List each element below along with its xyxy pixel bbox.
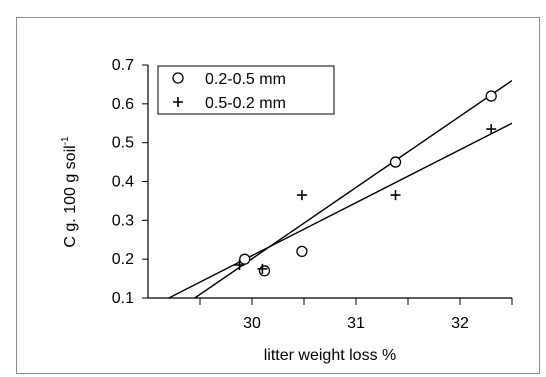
x-tick-label: 32 [451,315,469,332]
y-tick-label: 0.4 [112,174,134,191]
x-tick-label: 30 [243,315,261,332]
plus-point [486,124,497,135]
circle-point [389,156,402,168]
y-axis-label-main: C g. 100 g soil [62,145,79,247]
x-tick-label: 31 [347,315,365,332]
y-tick-label: 0.1 [112,290,134,307]
plus-point [296,190,307,201]
legend-label-series-1: 0.2-0.5 mm [205,71,286,88]
plus-point [390,190,401,201]
y-tick-label: 0.6 [112,96,134,113]
x-axis-label: litter weight loss % [264,347,397,364]
legend: 0.2-0.5 mm 0.5-0.2 mm [157,65,335,115]
legend-box [157,65,335,115]
data-points [234,90,497,277]
circle-point [258,265,271,277]
y-tick-label: 0.3 [112,212,134,229]
y-tick-label: 0.5 [112,135,134,152]
y-tick-label: 0.2 [112,251,134,268]
plus-point [257,263,268,274]
y-axis-label: C g. 100 g soil-1 [60,136,79,248]
legend-marker-series-2 [173,97,183,107]
legend-marker-series-1 [172,72,184,84]
plus-point [234,259,245,270]
trendline-series-2 [168,122,512,298]
axes: 0.1 0.2 0.3 0.4 0.5 0.6 0.7 30 31 32 [112,57,513,332]
circle-point [485,90,497,102]
circle-point [296,245,308,258]
y-axis-label-superscript: -1 [60,136,71,145]
circle-point [239,253,251,265]
legend-label-series-2: 0.5-0.2 mm [205,95,286,112]
y-tick-label: 0.7 [112,57,134,74]
